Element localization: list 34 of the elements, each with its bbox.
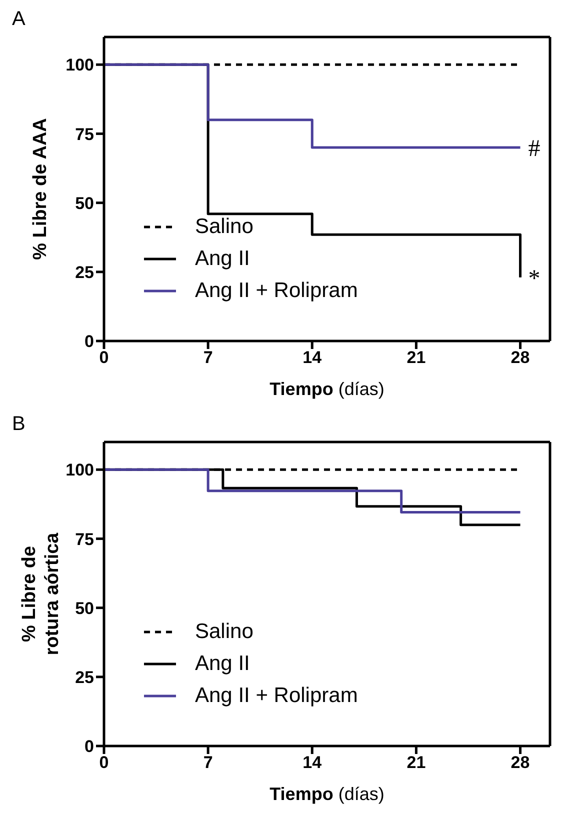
annotation: * xyxy=(528,266,540,292)
y-tick-label: 75 xyxy=(75,124,94,144)
legend-label: Ang II + Rolipram xyxy=(195,684,358,708)
x-tick-label: 0 xyxy=(99,348,109,368)
legend-label: Ang II xyxy=(195,652,250,676)
y-tick-label: 0 xyxy=(84,332,94,352)
y-tick-label: 0 xyxy=(84,737,94,756)
x-tick-label: 28 xyxy=(510,753,530,772)
chart-title: A xyxy=(12,8,26,31)
legend-label: Ang II + Rolipram xyxy=(195,278,358,302)
y-axis-title: % Libre de rotura aórtica xyxy=(19,532,63,656)
x-tick-label: 21 xyxy=(406,753,426,772)
x-tick-label: 7 xyxy=(203,753,213,772)
y-tick-label: 50 xyxy=(75,598,94,618)
x-tick-label: 7 xyxy=(203,348,213,368)
annotation: # xyxy=(528,136,540,162)
x-tick-label: 28 xyxy=(510,348,530,368)
legend-label: Salino xyxy=(195,620,254,644)
x-tick-label: 21 xyxy=(406,348,426,368)
x-axis-title: Tiempo (días) xyxy=(270,784,384,804)
y-tick-label: 75 xyxy=(75,530,94,549)
x-tick-label: 14 xyxy=(302,348,322,368)
y-tick-label: 100 xyxy=(66,460,94,480)
x-tick-label: 0 xyxy=(99,753,109,772)
legend-label: Ang II xyxy=(195,246,250,270)
legend-label: Salino xyxy=(195,214,254,238)
y-tick-label: 100 xyxy=(66,56,94,75)
x-tick-label: 14 xyxy=(302,753,322,772)
y-axis-title: % Libre de AAA xyxy=(30,118,51,260)
y-tick-label: 50 xyxy=(75,194,94,213)
y-tick-label: 25 xyxy=(75,668,94,687)
x-axis-title: Tiempo (días) xyxy=(270,379,384,399)
y-tick-label: 25 xyxy=(75,262,94,282)
chart-title: B xyxy=(12,413,26,436)
